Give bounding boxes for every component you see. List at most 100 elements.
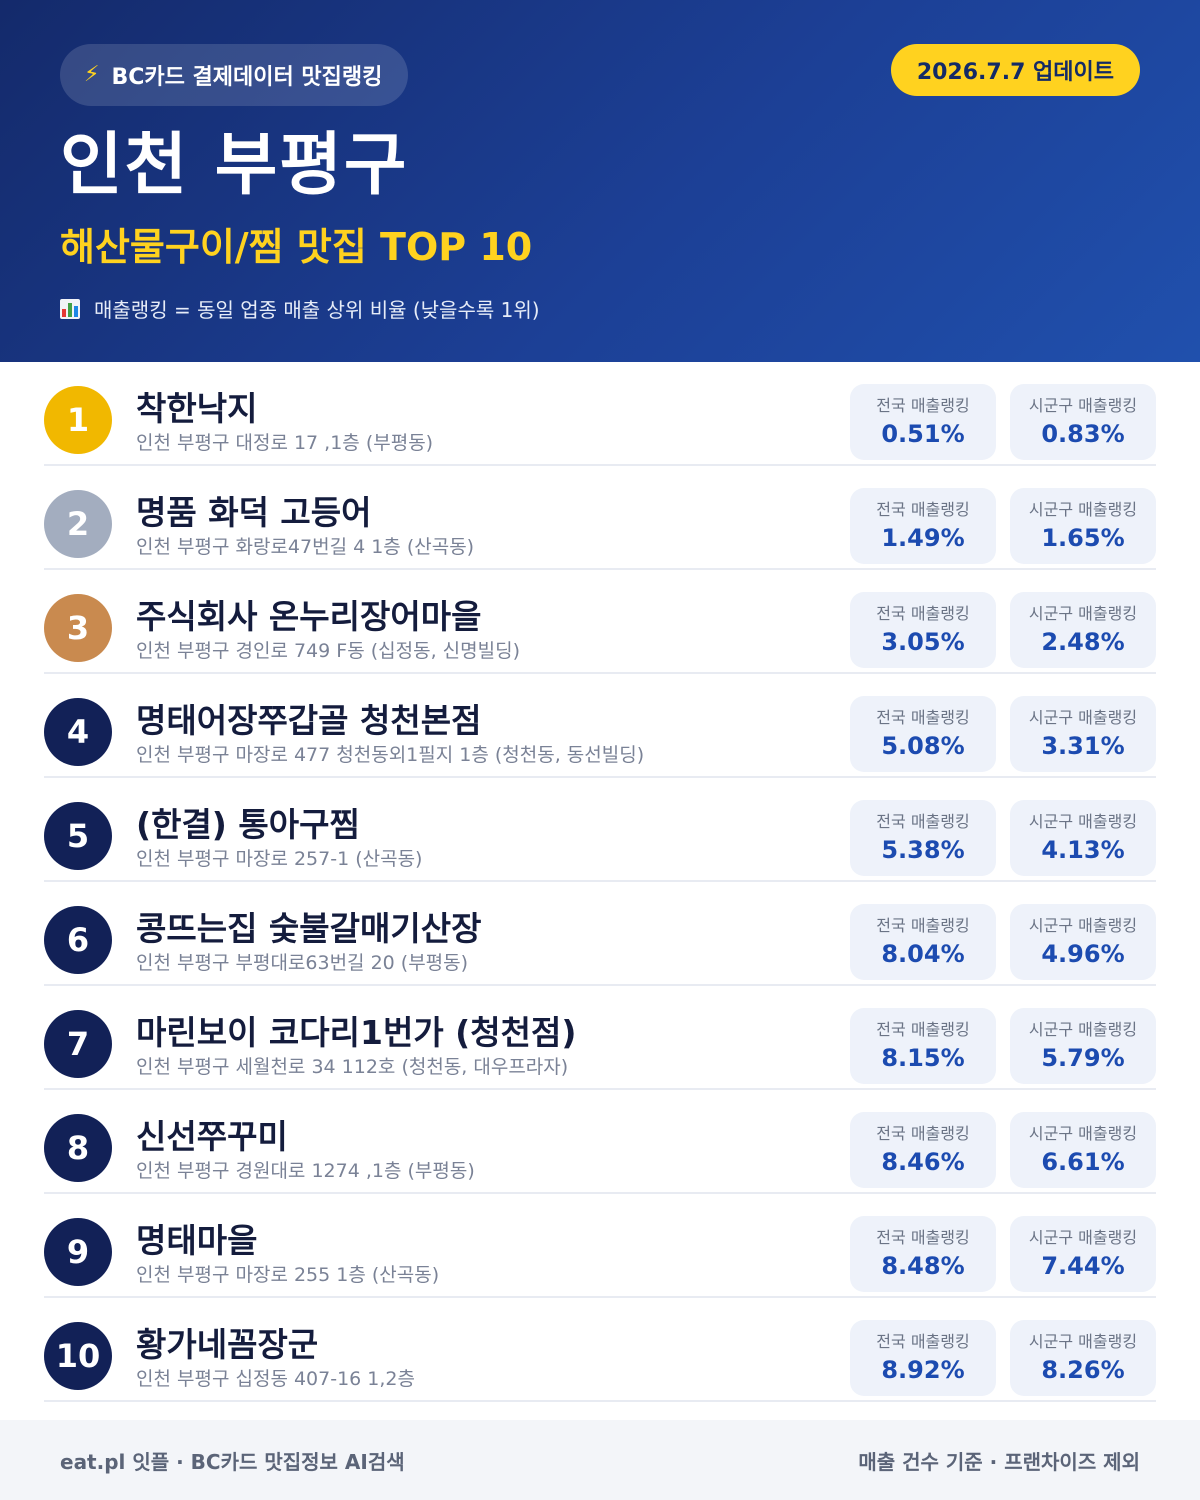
legend-text: 매출랭킹 = 동일 업종 매출 상위 비율 (낮을수록 1위): [94, 298, 540, 322]
restaurant-address: 인천 부평구 부평대로63번길 20 (부평동): [136, 952, 469, 974]
district-ranking-card: 시군구 매출랭킹 4.96%: [1010, 904, 1156, 980]
brand-pill: ⚡ BC카드 결제데이터 맛집랭킹: [60, 44, 409, 106]
restaurant-address: 인천 부평구 마장로 477 청천동외1필지 1층 (청천동, 동선빌딩): [136, 744, 645, 766]
restaurant-address: 인천 부평구 마장로 257-1 (산곡동): [136, 848, 423, 870]
rank-badge: 4: [44, 698, 112, 766]
restaurant-name[interactable]: (한결) 통아구찜: [136, 805, 360, 844]
restaurant-address: 인천 부평구 마장로 255 1층 (산곡동): [136, 1264, 440, 1286]
restaurant-row[interactable]: 3 주식회사 온누리장어마을 인천 부평구 경인로 749 F동 (십정동, 신명빌…: [44, 570, 1156, 674]
national-ranking-card: 전국 매출랭킹 5.38%: [850, 800, 996, 876]
district-ranking-value: 6.61%: [1041, 1148, 1125, 1176]
national-ranking-card: 전국 매출랭킹 0.51%: [850, 384, 996, 460]
restaurant-address: 인천 부평구 십정동 407-16 1,2층: [136, 1368, 415, 1390]
district-ranking-value: 1.65%: [1041, 524, 1125, 552]
district-ranking-label: 시군구 매출랭킹: [1028, 604, 1138, 623]
national-ranking-value: 5.08%: [881, 732, 965, 760]
national-ranking-label: 전국 매출랭킹: [876, 500, 970, 519]
category-title: 해산물구이/찜 맛집 TOP 10: [60, 225, 533, 269]
bar-chart-icon: [60, 298, 80, 319]
national-ranking-card: 전국 매출랭킹 8.04%: [850, 904, 996, 980]
rank-badge: 6: [44, 906, 112, 974]
restaurant-address: 인천 부평구 대정로 17 ,1층 (부평동): [136, 432, 434, 454]
restaurant-name[interactable]: 명태어장쭈갑골 청천본점: [136, 701, 482, 740]
restaurant-address: 인천 부평구 세월천로 34 112호 (청천동, 대우프라자): [136, 1056, 569, 1078]
district-ranking-card: 시군구 매출랭킹 7.44%: [1010, 1216, 1156, 1292]
national-ranking-value: 8.04%: [881, 940, 965, 968]
national-ranking-value: 0.51%: [881, 420, 965, 448]
national-ranking-label: 전국 매출랭킹: [876, 1332, 970, 1351]
rank-badge: 10: [44, 1322, 112, 1390]
district-ranking-card: 시군구 매출랭킹 0.83%: [1010, 384, 1156, 460]
district-ranking-card: 시군구 매출랭킹 2.48%: [1010, 592, 1156, 668]
restaurant-name[interactable]: 콩뜨는집 숯불갈매기산장: [136, 909, 482, 948]
restaurant-name[interactable]: 착한낙지: [136, 389, 258, 428]
national-ranking-label: 전국 매출랭킹: [876, 396, 970, 415]
national-ranking-card: 전국 매출랭킹 8.48%: [850, 1216, 996, 1292]
district-ranking-value: 8.26%: [1041, 1356, 1125, 1384]
national-ranking-value: 1.49%: [881, 524, 965, 552]
restaurant-name[interactable]: 황가네꼼장군: [136, 1325, 319, 1364]
district-ranking-value: 4.96%: [1041, 940, 1125, 968]
national-ranking-label: 전국 매출랭킹: [876, 812, 970, 831]
district-ranking-value: 0.83%: [1041, 420, 1125, 448]
restaurant-list: 1 착한낙지 인천 부평구 대정로 17 ,1층 (부평동) 전국 매출랭킹 0.51%…: [0, 362, 1200, 1402]
national-ranking-value: 8.48%: [881, 1252, 965, 1280]
district-ranking-label: 시군구 매출랭킹: [1028, 396, 1138, 415]
lightning-icon: ⚡: [84, 62, 100, 87]
national-ranking-label: 전국 매출랭킹: [876, 1020, 970, 1039]
restaurant-name[interactable]: 주식회사 온누리장어마을: [136, 597, 482, 636]
region-title: 인천 부평구: [60, 126, 409, 205]
national-ranking-value: 3.05%: [881, 628, 965, 656]
restaurant-name[interactable]: 명품 화덕 고등어: [136, 493, 372, 532]
national-ranking-label: 전국 매출랭킹: [876, 916, 970, 935]
district-ranking-value: 3.31%: [1041, 732, 1125, 760]
district-ranking-value: 7.44%: [1041, 1252, 1125, 1280]
district-ranking-card: 시군구 매출랭킹 5.79%: [1010, 1008, 1156, 1084]
national-ranking-label: 전국 매출랭킹: [876, 708, 970, 727]
district-ranking-label: 시군구 매출랭킹: [1028, 916, 1138, 935]
district-ranking-card: 시군구 매출랭킹 3.31%: [1010, 696, 1156, 772]
legend-note: 매출랭킹 = 동일 업종 매출 상위 비율 (낮을수록 1위): [60, 294, 1140, 323]
restaurant-row[interactable]: 1 착한낙지 인천 부평구 대정로 17 ,1층 (부평동) 전국 매출랭킹 0.51%…: [44, 362, 1156, 466]
restaurant-name[interactable]: 명태마을: [136, 1221, 258, 1260]
restaurant-row[interactable]: 7 마린보이 코다리1번가 (청천점) 인천 부평구 세월천로 34 112호 (청…: [44, 986, 1156, 1090]
national-ranking-card: 전국 매출랭킹 1.49%: [850, 488, 996, 564]
rank-badge: 9: [44, 1218, 112, 1286]
national-ranking-value: 5.38%: [881, 836, 965, 864]
national-ranking-value: 8.46%: [881, 1148, 965, 1176]
district-ranking-label: 시군구 매출랭킹: [1028, 708, 1138, 727]
rank-badge: 2: [44, 490, 112, 558]
restaurant-name[interactable]: 마린보이 코다리1번가 (청천점): [136, 1013, 577, 1052]
restaurant-name[interactable]: 신선쭈꾸미: [136, 1117, 288, 1156]
national-ranking-card: 전국 매출랭킹 3.05%: [850, 592, 996, 668]
restaurant-address: 인천 부평구 경인로 749 F동 (십정동, 신명빌딩): [136, 640, 520, 662]
restaurant-row[interactable]: 8 신선쭈꾸미 인천 부평구 경원대로 1274 ,1층 (부평동) 전국 매출랭킹 8…: [44, 1090, 1156, 1194]
restaurant-address: 인천 부평구 화랑로47번길 4 1층 (산곡동): [136, 536, 475, 558]
district-ranking-label: 시군구 매출랭킹: [1028, 1332, 1138, 1351]
national-ranking-label: 전국 매출랭킹: [876, 1124, 970, 1143]
national-ranking-card: 전국 매출랭킹 5.08%: [850, 696, 996, 772]
national-ranking-card: 전국 매출랭킹 8.15%: [850, 1008, 996, 1084]
district-ranking-label: 시군구 매출랭킹: [1028, 1020, 1138, 1039]
footer-right: 매출 건수 기준 · 프랜차이즈 제외: [858, 1449, 1140, 1474]
district-ranking-card: 시군구 매출랭킹 6.61%: [1010, 1112, 1156, 1188]
district-ranking-label: 시군구 매출랭킹: [1028, 812, 1138, 831]
district-ranking-label: 시군구 매출랭킹: [1028, 1228, 1138, 1247]
national-ranking-label: 전국 매출랭킹: [876, 604, 970, 623]
national-ranking-value: 8.15%: [881, 1044, 965, 1072]
district-ranking-card: 시군구 매출랭킹 4.13%: [1010, 800, 1156, 876]
brand-label: BC카드 결제데이터 맛집랭킹: [111, 65, 383, 90]
header: ⚡ BC카드 결제데이터 맛집랭킹 2026.7.7 업데이트 인천 부평구 해…: [0, 0, 1200, 362]
rank-badge: 5: [44, 802, 112, 870]
district-ranking-label: 시군구 매출랭킹: [1028, 500, 1138, 519]
restaurant-address: 인천 부평구 경원대로 1274 ,1층 (부평동): [136, 1160, 475, 1182]
rank-badge: 7: [44, 1010, 112, 1078]
national-ranking-card: 전국 매출랭킹 8.92%: [850, 1320, 996, 1396]
district-ranking-card: 시군구 매출랭킹 8.26%: [1010, 1320, 1156, 1396]
